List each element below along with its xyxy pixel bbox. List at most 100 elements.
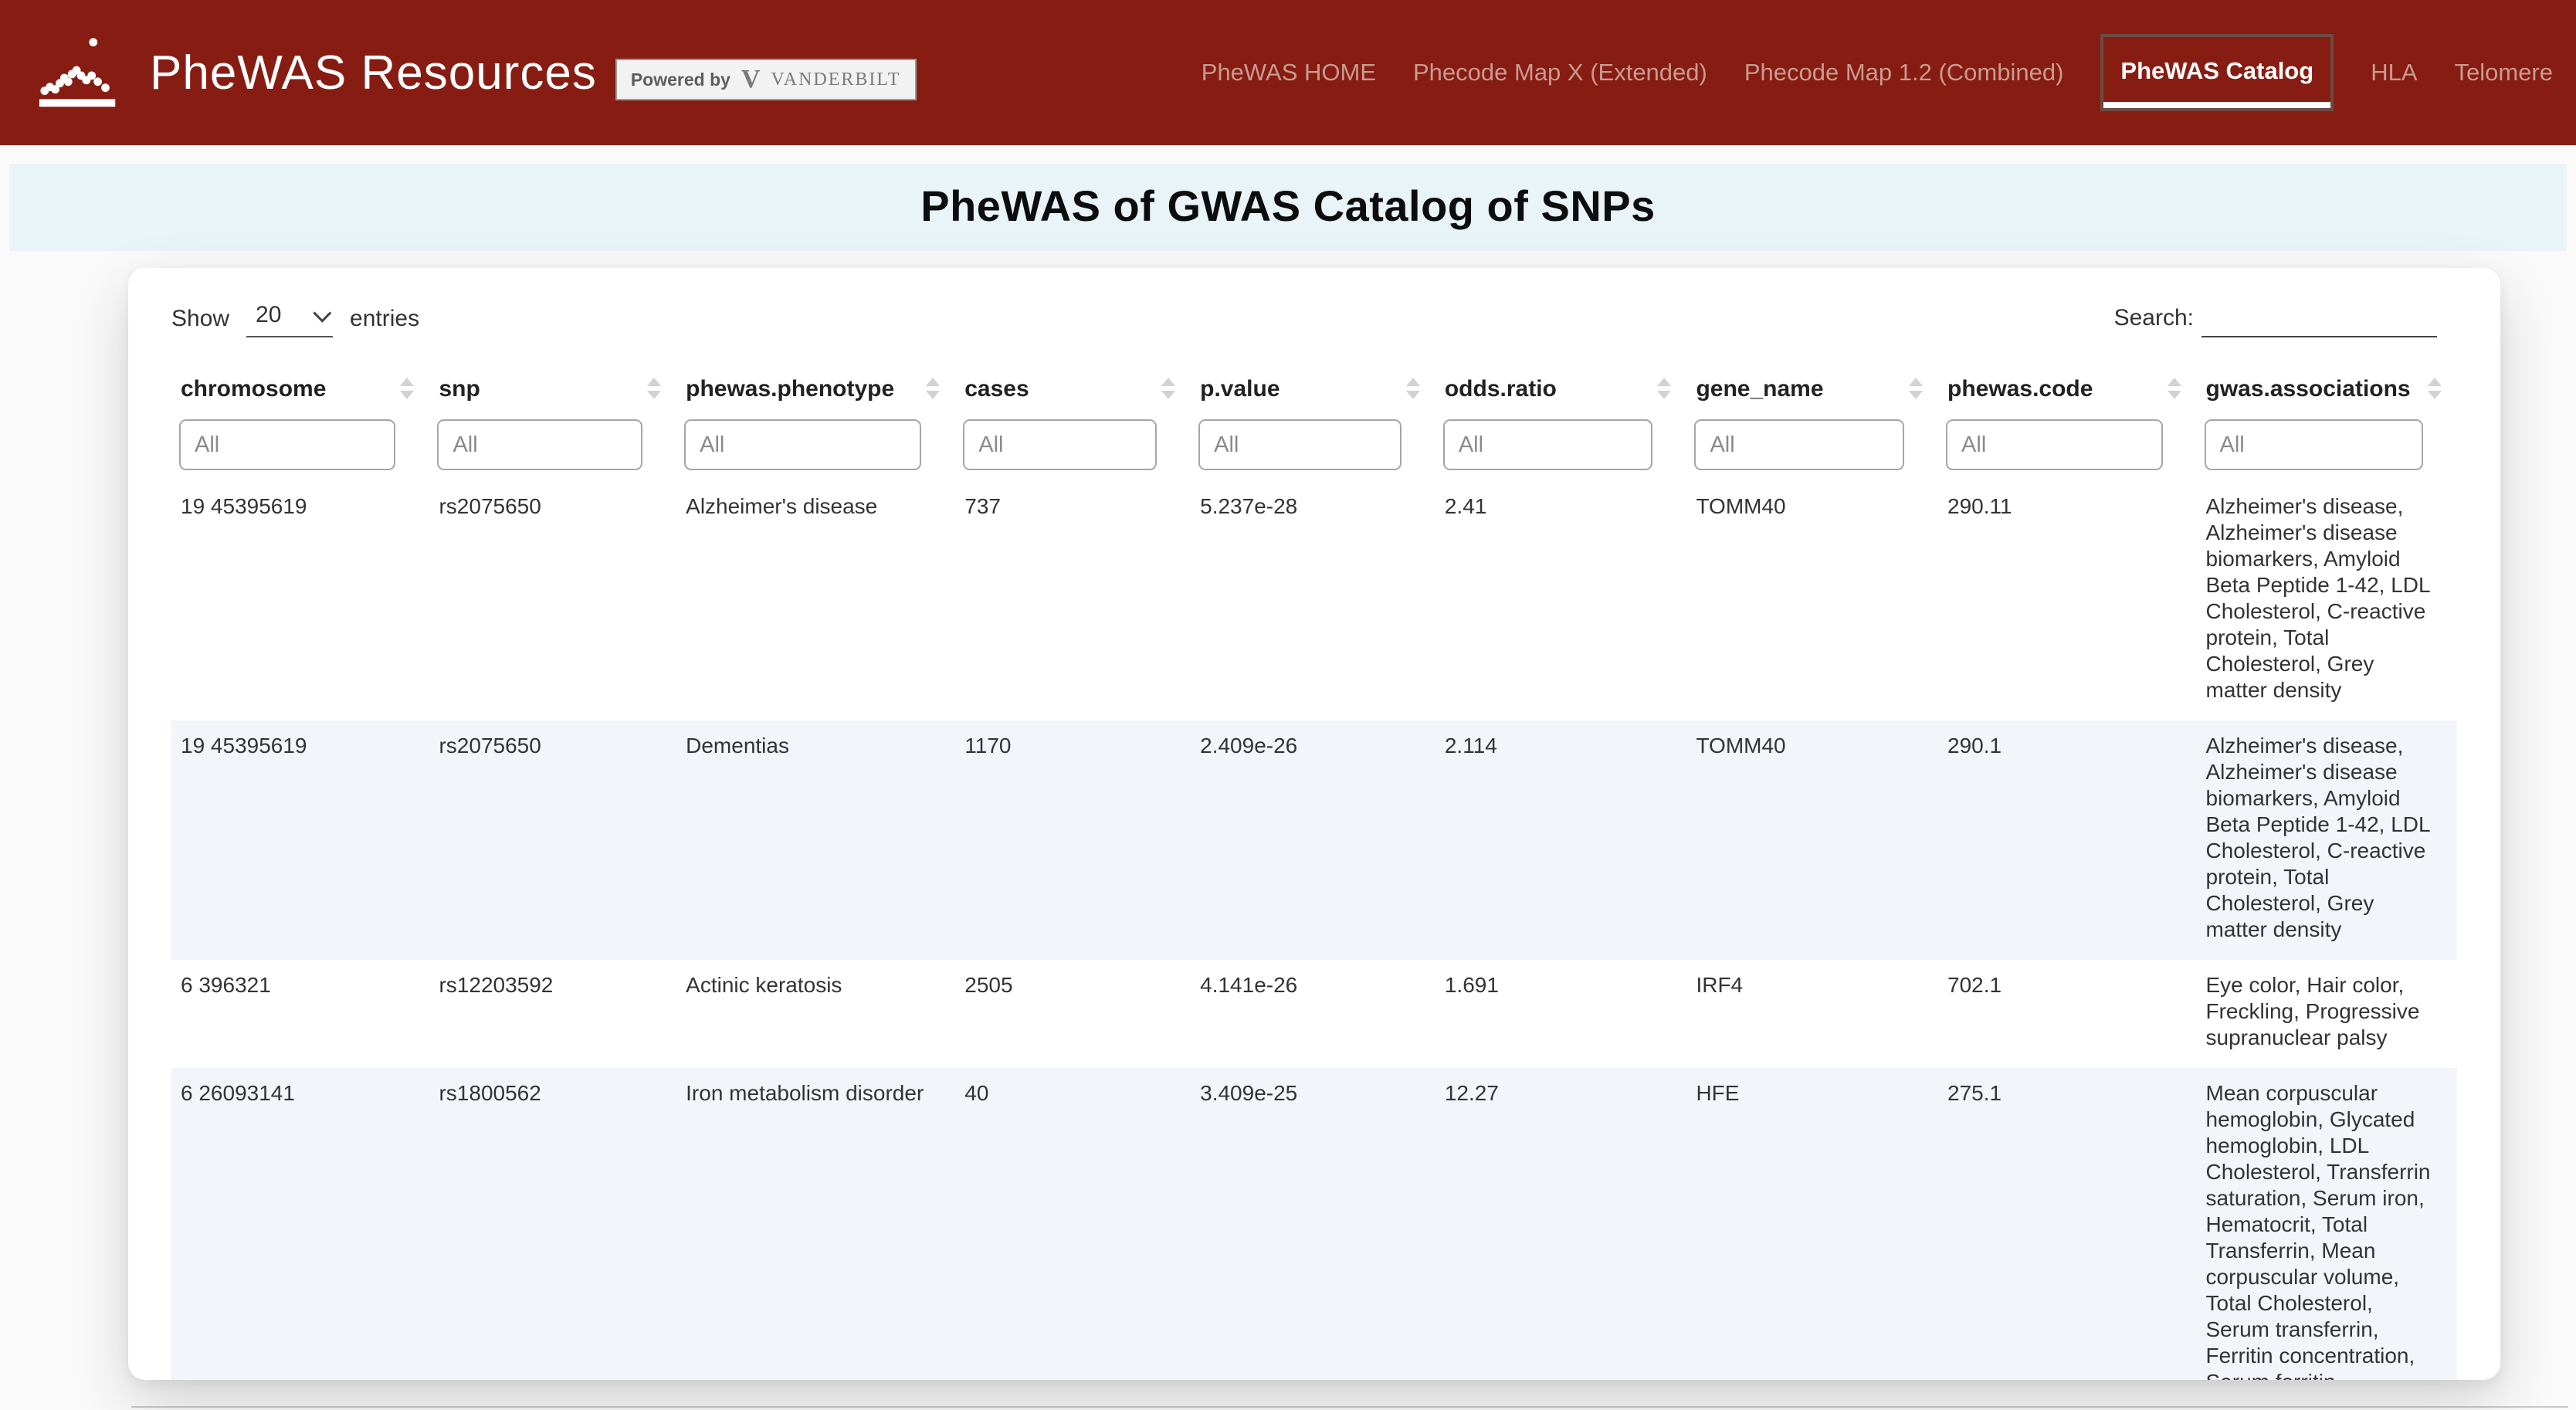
- sort-asc-icon: [1161, 378, 1176, 386]
- cell-odds-ratio: 12.27: [1444, 1081, 1499, 1105]
- sort-desc-icon: [647, 391, 662, 399]
- cell-cases: 737: [964, 494, 1001, 518]
- column-filter-row: [171, 416, 2457, 481]
- search-label: Search:: [2113, 305, 2194, 330]
- app-header: PheWAS Resources Powered by V VANDERBILT…: [0, 0, 2576, 145]
- column-header-label: phewas.code: [1947, 376, 2093, 402]
- chevron-down-icon: [313, 303, 332, 323]
- sort-asc-icon: [2167, 378, 2181, 386]
- filter-cell-p-value: [1191, 416, 1435, 481]
- column-header-p-value[interactable]: p.value: [1191, 361, 1435, 416]
- filter-input-odds-ratio[interactable]: [1442, 419, 1653, 470]
- page-length-control: Show 20 entries: [171, 300, 419, 337]
- cell-gene-name: HFE: [1696, 1081, 1740, 1105]
- column-header-phewas-phenotype[interactable]: phewas.phenotype: [676, 361, 955, 416]
- cell-phewas-code: 702.1: [1947, 973, 2002, 997]
- sort-icons: [1657, 378, 1672, 399]
- footer-divider: [131, 1406, 2568, 1408]
- table-controls: Show 20 entries Search:: [171, 300, 2457, 337]
- column-header-label: p.value: [1200, 376, 1280, 402]
- search-input[interactable]: [2201, 300, 2437, 337]
- cell-snp: rs1800562: [439, 1081, 541, 1105]
- cell-snp: rs2075650: [439, 734, 541, 758]
- sort-asc-icon: [1909, 378, 1924, 386]
- column-header-cases[interactable]: cases: [955, 361, 1191, 416]
- filter-input-cases[interactable]: [963, 419, 1158, 470]
- cell-cases: 1170: [964, 734, 1012, 758]
- nav-item-phewas-catalog: PheWAS Catalog: [2100, 34, 2334, 111]
- nav-link-phewas-home[interactable]: PheWAS HOME: [1201, 59, 1376, 86]
- cell-gwas-associations: Eye color, Hair color, Freckling, Progre…: [2205, 973, 2420, 1049]
- nav-item-phecode-map-1-2-combined: Phecode Map 1.2 (Combined): [1744, 39, 2064, 107]
- cell-p-value: 5.237e-28: [1200, 494, 1298, 518]
- column-header-phewas-code[interactable]: phewas.code: [1938, 361, 2196, 416]
- sort-icons: [1161, 378, 1176, 399]
- sort-asc-icon: [400, 378, 415, 386]
- cell-phewas-phenotype: Alzheimer's disease: [686, 494, 878, 518]
- sort-icons: [926, 378, 941, 399]
- cell-snp: rs12203592: [439, 973, 554, 997]
- sort-desc-icon: [926, 391, 941, 399]
- sort-asc-icon: [926, 378, 941, 386]
- filter-input-phewas-code[interactable]: [1946, 419, 2163, 470]
- column-header-gwas-associations[interactable]: gwas.associations: [2197, 361, 2458, 416]
- nav-item-hla: HLA: [2371, 39, 2417, 107]
- filter-input-snp[interactable]: [437, 419, 643, 470]
- cell-phewas-phenotype: Actinic keratosis: [686, 973, 842, 997]
- sort-icons: [2428, 378, 2442, 399]
- vanderbilt-wordmark: VANDERBILT: [771, 69, 901, 90]
- page-title-band: PheWAS of GWAS Catalog of SNPs: [9, 164, 2567, 251]
- column-header-label: chromosome: [181, 376, 327, 402]
- nav-link-phecode-map-x-extended[interactable]: Phecode Map X (Extended): [1413, 59, 1707, 86]
- sort-icons: [400, 378, 415, 399]
- cell-cases: 40: [964, 1081, 989, 1105]
- filter-input-gwas-associations[interactable]: [2204, 419, 2423, 470]
- nav-link-phecode-map-1-2-combined[interactable]: Phecode Map 1.2 (Combined): [1744, 59, 2064, 86]
- sort-desc-icon: [400, 391, 415, 399]
- cell-phewas-code: 290.1: [1947, 734, 2002, 758]
- nav-link-phewas-catalog[interactable]: PheWAS Catalog: [2100, 34, 2334, 111]
- filter-cell-gwas-associations: [2197, 416, 2458, 481]
- page-title: PheWAS of GWAS Catalog of SNPs: [920, 181, 1656, 230]
- filter-cell-phewas-phenotype: [676, 416, 955, 481]
- cell-snp: rs2075650: [439, 494, 541, 518]
- cell-gwas-associations: Mean corpuscular hemoglobin, Glycated he…: [2205, 1081, 2431, 1380]
- cell-p-value: 3.409e-25: [1200, 1081, 1298, 1105]
- cell-gene-name: TOMM40: [1696, 734, 1786, 758]
- table-row: 19 45395619 rs2075650 Alzheimer's disease 7…: [171, 481, 2457, 720]
- sort-desc-icon: [1657, 391, 1672, 399]
- filter-cell-chromosome: [171, 416, 429, 481]
- column-header-gene-name[interactable]: gene_name: [1686, 361, 1938, 416]
- filter-cell-snp: [429, 416, 676, 481]
- brand-title: PheWAS Resources: [150, 46, 597, 100]
- sort-desc-icon: [2428, 391, 2442, 399]
- vanderbilt-badge: Powered by V VANDERBILT: [615, 59, 917, 100]
- column-header-odds-ratio[interactable]: odds.ratio: [1435, 361, 1687, 416]
- table-card: Show 20 entries Search: chromosome snp phe…: [128, 268, 2500, 1380]
- sort-desc-icon: [1161, 391, 1176, 399]
- nav-link-hla[interactable]: HLA: [2371, 59, 2418, 86]
- sort-desc-icon: [1405, 391, 1420, 399]
- cell-phewas-code: 290.11: [1947, 494, 2012, 518]
- table-row: 6 396321 rs12203592 Actinic keratosis 2505 4…: [171, 960, 2457, 1068]
- filter-input-phewas-phenotype[interactable]: [684, 419, 922, 470]
- cell-phewas-phenotype: Dementias: [686, 734, 789, 758]
- filter-cell-gene-name: [1686, 416, 1938, 481]
- show-label: Show: [171, 306, 230, 331]
- column-header-snp[interactable]: snp: [429, 361, 676, 416]
- filter-input-p-value[interactable]: [1198, 419, 1402, 470]
- page-size-select[interactable]: 20: [246, 300, 334, 337]
- filter-cell-phewas-code: [1938, 416, 2196, 481]
- filter-input-gene-name[interactable]: [1694, 419, 1905, 470]
- filter-input-chromosome[interactable]: [179, 419, 396, 470]
- sort-icons: [1909, 378, 1924, 399]
- column-header-chromosome[interactable]: chromosome: [171, 361, 429, 416]
- cell-chromosome: 6 26093141: [181, 1081, 295, 1105]
- nav-link-telomere[interactable]: Telomere: [2454, 59, 2554, 86]
- column-header-label: cases: [964, 376, 1029, 402]
- filter-cell-cases: [955, 416, 1191, 481]
- column-header-label: gene_name: [1696, 376, 1824, 402]
- vanderbilt-v-icon: V: [741, 65, 761, 93]
- column-header-label: snp: [439, 376, 480, 402]
- entries-label: entries: [350, 306, 420, 331]
